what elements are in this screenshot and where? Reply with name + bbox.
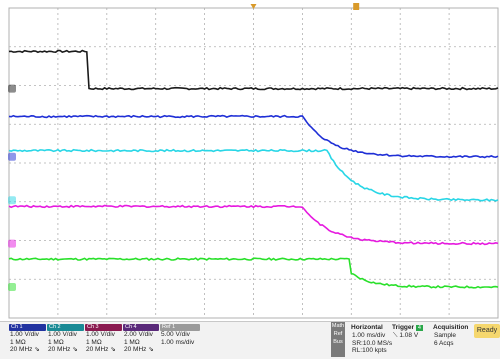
channel-1-info[interactable]: Ch 1 1.00 V/div 1 MΩ 20 MHz ⇘ [9,324,46,357]
channel-markers [8,3,360,291]
channel-1-tab[interactable]: Ch 1 [9,324,46,331]
trigger-level: ⟍ 1.08 V [393,332,419,339]
channel-4-tab[interactable]: Ch 4 [123,324,159,331]
ready-status: Ready [474,324,500,338]
trigger-channel-badge: 4 [415,325,423,331]
channel-2-tab[interactable]: Ch 2 [47,324,84,331]
channel-2-info[interactable]: Ch 2 1.00 V/div 1 MΩ 20 MHz ⇘ [47,324,84,357]
trigger-info[interactable]: Trigger 4 ⟍ 1.08 V [392,324,430,357]
bus-button[interactable]: Bus [333,339,343,345]
ch5-trace [8,257,499,289]
graticule [8,7,499,319]
waveform-traces [8,49,499,289]
status-bar: Ch 1 1.00 V/div 1 MΩ 20 MHz ⇘ Ch 2 1.00 … [0,321,500,359]
trigger-position-marker [250,4,257,9]
ch4-ground-marker [8,239,16,248]
horizontal-info[interactable]: Horizontal 1.00 ms/div SR:10.0 MS/s RL:1… [351,324,393,354]
expansion-point-marker [353,3,360,10]
ch2-trace [8,114,499,159]
ch4-trace [8,204,499,246]
ref-1-info[interactable]: Ref 1 5.00 V/div 1.00 ms/div [160,324,200,357]
channel-3-info[interactable]: Ch 3 1.00 V/div 1 MΩ 20 MHz ⇘ [85,324,122,357]
falling-edge-icon: ⟍ [393,332,398,339]
ch3-trace [8,148,499,202]
math-button[interactable]: Math [331,323,345,329]
ch3-ground-marker [8,196,16,205]
channel-3-tab[interactable]: Ch 3 [85,324,122,331]
math-ref-bus-menu[interactable]: Math Ref Bus [331,322,345,357]
ch5-ground-marker [8,283,16,291]
ref-button[interactable]: Ref [333,331,343,337]
ch2-ground-marker [8,152,16,161]
acquisition-info[interactable]: Acquisition Sample 6 Acqs [433,324,469,347]
ch1-ground-marker [8,84,16,93]
trigger-title: Trigger 4 [392,324,423,331]
ref-1-tab[interactable]: Ref 1 [160,324,200,331]
ch1-trace [8,49,499,91]
channel-4-info[interactable]: Ch 4 2.00 V/div 1 MΩ 20 MHz ⇘ [123,324,159,357]
